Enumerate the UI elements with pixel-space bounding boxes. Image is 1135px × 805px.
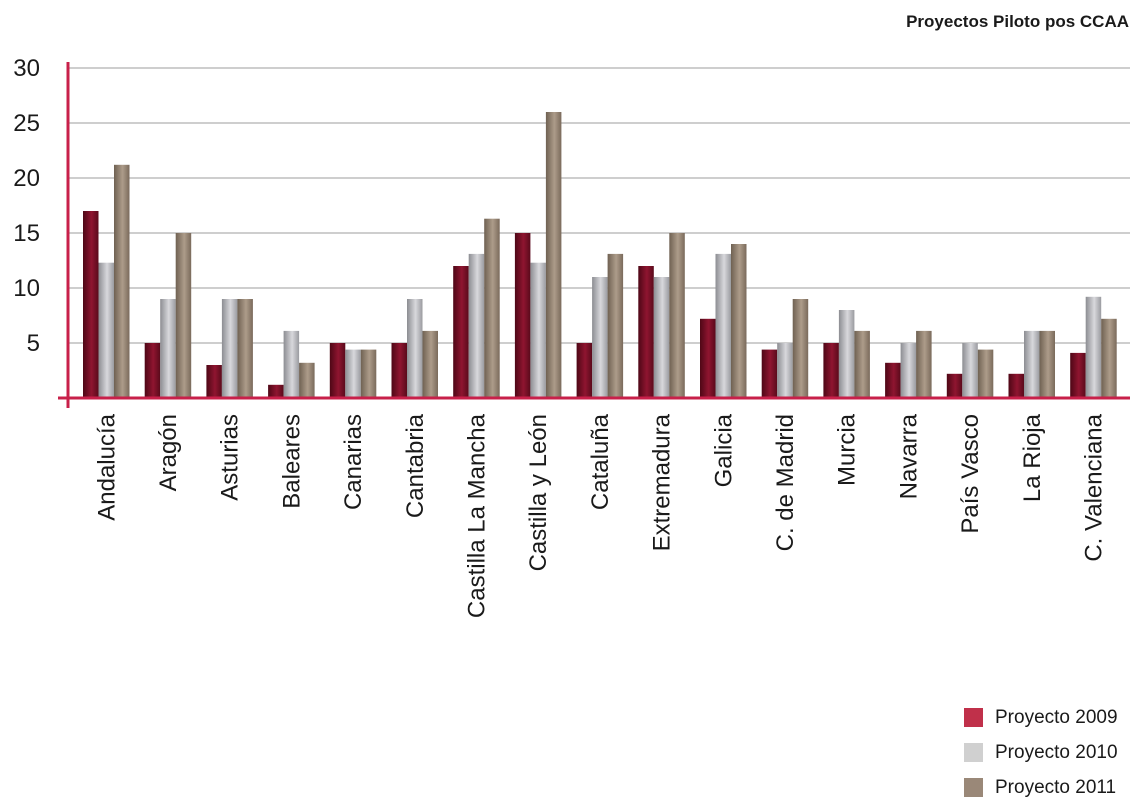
bars — [83, 112, 1117, 398]
bar-proyecto-2011-14 — [977, 349, 994, 398]
axes — [58, 62, 1130, 408]
bar-proyecto-2011-1 — [175, 233, 192, 398]
bar-proyecto-2010-13 — [900, 343, 917, 398]
y-tick-label: 5 — [27, 330, 40, 357]
x-tick-label: Asturias — [217, 414, 244, 501]
x-tick-label: Andalucía — [93, 413, 120, 520]
bar-proyecto-2009-7 — [514, 233, 531, 398]
bar-proyecto-2010-8 — [592, 277, 608, 398]
bar-proyecto-2011-12 — [854, 330, 870, 398]
bar-proyecto-2011-2 — [237, 299, 253, 398]
bar-proyecto-2009-16 — [1070, 352, 1086, 398]
bar-proyecto-2010-16 — [1085, 296, 1102, 398]
x-tick-label: Navarra — [895, 413, 922, 499]
bar-proyecto-2011-0 — [114, 164, 130, 398]
bar-proyecto-2009-11 — [761, 349, 778, 398]
bar-proyecto-2010-2 — [221, 299, 238, 398]
legend-swatch-2011 — [964, 778, 983, 797]
y-tick-label: 15 — [13, 220, 40, 247]
bar-proyecto-2011-11 — [792, 299, 809, 398]
bar-proyecto-2009-10 — [700, 318, 716, 398]
legend-swatch-2009 — [964, 708, 983, 727]
x-tick-label: La Rioja — [1019, 413, 1046, 502]
x-tick-label: País Vasco — [957, 414, 984, 534]
bar-proyecto-2010-14 — [962, 343, 978, 398]
x-tick-label: Cantabria — [402, 413, 429, 518]
y-tick-label: 20 — [13, 165, 40, 192]
x-tick-label: Castilla y León — [525, 414, 552, 571]
bar-proyecto-2011-6 — [484, 218, 500, 398]
bar-proyecto-2009-4 — [329, 343, 346, 398]
y-tick-label: 10 — [13, 275, 40, 302]
bar-proyecto-2011-9 — [669, 233, 685, 398]
bar-proyecto-2010-1 — [160, 299, 176, 398]
bar-proyecto-2009-1 — [144, 343, 161, 398]
bar-proyecto-2010-4 — [345, 349, 361, 398]
bar-proyecto-2011-16 — [1101, 318, 1117, 398]
x-tick-label: Baleares — [278, 414, 305, 509]
bar-proyecto-2011-10 — [731, 244, 747, 398]
bar-proyecto-2009-14 — [946, 373, 963, 398]
bar-proyecto-2009-5 — [391, 343, 407, 398]
tick-labels: 5 10 15 20 25 30 Andalucía Aragón Asturias Balear… — [13, 55, 1107, 618]
chart-title: Proyectos Piloto pos CCAA — [906, 12, 1129, 31]
legend-label-2011: Proyecto 2011 — [995, 776, 1117, 798]
bar-proyecto-2010-10 — [715, 253, 731, 398]
bar-proyecto-2009-6 — [453, 266, 469, 398]
bar-proyecto-2010-5 — [407, 299, 423, 398]
bar-proyecto-2010-11 — [777, 343, 793, 398]
bar-proyecto-2010-0 — [98, 262, 114, 398]
x-tick-label: Aragón — [155, 414, 182, 491]
legend-item-2009: Proyecto 2009 — [964, 700, 1118, 735]
bar-proyecto-2009-0 — [83, 211, 99, 398]
bar-proyecto-2009-15 — [1008, 373, 1024, 398]
bar-proyecto-2010-3 — [283, 330, 300, 398]
bar-proyecto-2010-15 — [1024, 330, 1040, 398]
y-tick-label: 30 — [13, 55, 40, 82]
legend-item-2010: Proyecto 2010 — [964, 735, 1118, 770]
legend-swatch-2010 — [964, 743, 983, 762]
legend: Proyecto 2009 Proyecto 2010 Proyecto 201… — [964, 700, 1118, 805]
bar-proyecto-2009-9 — [638, 266, 654, 398]
bar-proyecto-2011-4 — [360, 349, 377, 398]
bar-proyecto-2011-7 — [545, 112, 562, 398]
legend-item-2011: Proyecto 2011 — [964, 770, 1118, 805]
x-tick-label: C. de Madrid — [772, 414, 799, 551]
bar-proyecto-2011-5 — [422, 330, 438, 398]
bar-proyecto-2011-8 — [607, 253, 624, 398]
bar-proyecto-2011-3 — [299, 362, 315, 398]
x-tick-label: Canarias — [340, 414, 367, 510]
bar-proyecto-2010-7 — [530, 262, 546, 398]
x-tick-label: Cataluña — [587, 413, 614, 510]
x-tick-label: C. Valenciana — [1080, 413, 1107, 561]
y-tick-label: 25 — [13, 110, 40, 137]
bar-proyecto-2009-12 — [823, 343, 839, 398]
bar-proyecto-2010-6 — [468, 253, 485, 398]
legend-label-2010: Proyecto 2010 — [995, 741, 1118, 763]
bar-proyecto-2011-13 — [916, 330, 932, 398]
bar-proyecto-2009-13 — [885, 362, 901, 398]
bar-proyecto-2009-2 — [206, 365, 222, 398]
bar-proyecto-2010-12 — [838, 310, 855, 398]
x-tick-label: Castilla La Mancha — [463, 413, 490, 618]
bar-proyecto-2010-9 — [653, 277, 670, 398]
bar-chart: 5 10 15 20 25 30 Andalucía Aragón Asturias Balear… — [13, 55, 1130, 618]
legend-label-2009: Proyecto 2009 — [995, 706, 1118, 728]
bar-proyecto-2011-15 — [1039, 330, 1055, 398]
x-tick-label: Murcia — [834, 413, 861, 486]
bar-proyecto-2009-8 — [576, 343, 593, 398]
bar-proyecto-2009-3 — [268, 384, 284, 398]
x-tick-label: Extremadura — [649, 413, 676, 551]
x-tick-label: Galicia — [710, 413, 737, 487]
